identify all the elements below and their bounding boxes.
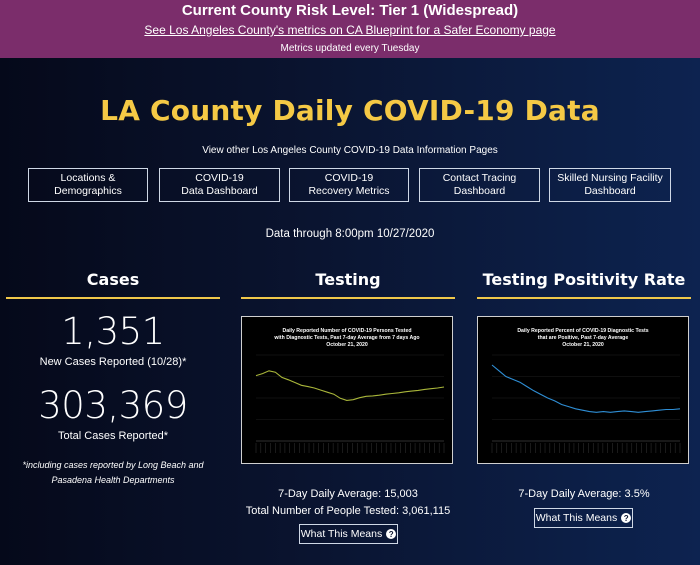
nav-label-line1: COVID-19 — [324, 172, 374, 184]
total-cases-value: 303,369 — [38, 384, 188, 427]
positivity-7day-average: 7-Day Daily Average: 3.5% — [518, 488, 650, 500]
cases-footnote: *including cases reported by Long Beach … — [22, 460, 204, 485]
testing-7day-average: 7-Day Daily Average: 15,003 — [278, 488, 418, 500]
nav-label-line1: COVID-19 — [195, 172, 244, 184]
chart-subtitle: October 21, 2020 — [562, 342, 604, 348]
nav-label-line1: Locations & — [60, 172, 116, 184]
series-line — [491, 364, 681, 413]
nav-label-line2: Demographics — [54, 185, 122, 197]
cases-heading: Cases — [6, 270, 220, 299]
nav-label-line2: Dashboard — [584, 185, 636, 197]
testing-heading: Testing — [241, 270, 455, 299]
risk-level-banner: Current County Risk Level: Tier 1 (Wides… — [0, 0, 700, 58]
testing-what-this-means-button[interactable]: What This Means ? — [299, 524, 398, 544]
ca-blueprint-link[interactable]: See Los Angeles County's metrics on CA B… — [144, 23, 556, 37]
positivity-what-this-means-button[interactable]: What This Means ? — [534, 508, 633, 528]
total-cases-label: Total Cases Reported* — [57, 430, 169, 442]
risk-level-text: Current County Risk Level: Tier 1 (Wides… — [181, 2, 519, 19]
nav-label-line1: Contact Tracing — [442, 172, 517, 184]
testing-total-tested: Total Number of People Tested: 3,061,115 — [245, 505, 451, 517]
chart-subtitle: October 21, 2020 — [326, 342, 368, 348]
chart-title-line2: with Diagnostic Tests, Past 7-day Averag… — [273, 335, 419, 341]
testing-chart: Daily Reported Number of COVID-19 Person… — [241, 316, 453, 464]
nav-label-line2: Dashboard — [453, 185, 506, 197]
nav-button-data-dashboard[interactable]: COVID-19 Data Dashboard — [159, 168, 280, 202]
nav-button-contact-tracing[interactable]: Contact Tracing Dashboard — [419, 168, 540, 202]
button-label: What This Means — [300, 528, 383, 540]
positivity-chart-svg: Daily Reported Percent of COVID-19 Diagn… — [491, 328, 681, 453]
nav-intro-text: View other Los Angeles County COVID-19 D… — [202, 145, 498, 156]
question-circle-icon: ? — [386, 529, 397, 539]
nav-label-line2: Recovery Metrics — [308, 185, 390, 197]
chart-title-line1: Daily Reported Number of COVID-19 Person… — [282, 328, 411, 334]
positivity-heading: Testing Positivity Rate — [477, 270, 691, 299]
nav-label-line1: Skilled Nursing Facility — [557, 172, 663, 184]
nav-label-line2: Data Dashboard — [181, 185, 258, 197]
series-line — [255, 370, 445, 401]
testing-chart-svg: Daily Reported Number of COVID-19 Person… — [255, 328, 445, 453]
new-cases-label: New Cases Reported (10/28)* — [39, 356, 187, 368]
positivity-chart: Daily Reported Percent of COVID-19 Diagn… — [477, 316, 689, 464]
new-cases-value: 1,351 — [61, 310, 165, 353]
data-as-of: Data through 8:00pm 10/27/2020 — [265, 228, 435, 240]
nav-button-skilled-nursing[interactable]: Skilled Nursing Facility Dashboard — [549, 168, 671, 202]
metrics-update-note: Metrics updated every Tuesday — [280, 43, 420, 54]
nav-button-recovery-metrics[interactable]: COVID-19 Recovery Metrics — [289, 168, 409, 202]
nav-button-locations-demographics[interactable]: Locations & Demographics — [28, 168, 148, 202]
chart-title-line2: that are Positive, Past 7-day Average — [538, 335, 629, 341]
page-title: LA County Daily COVID-19 Data — [100, 94, 600, 127]
button-label: What This Means — [535, 512, 618, 524]
question-circle-icon: ? — [621, 513, 632, 523]
chart-title-line1: Daily Reported Percent of COVID-19 Diagn… — [517, 328, 648, 334]
